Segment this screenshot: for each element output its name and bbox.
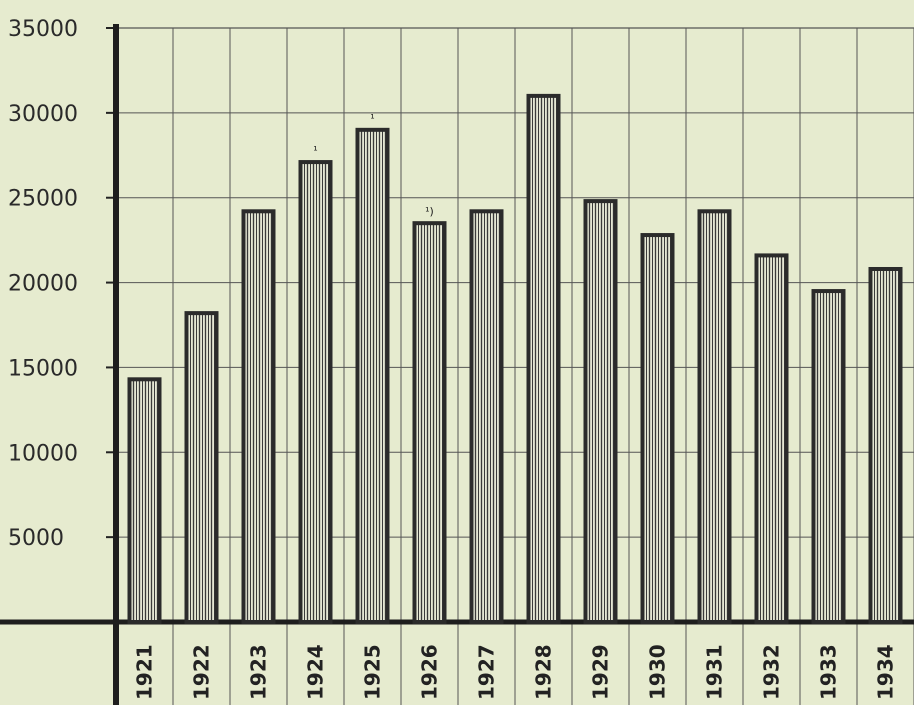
bar <box>526 93 561 624</box>
x-tick-label: 1926 <box>418 644 442 700</box>
x-tick-label: 1923 <box>247 644 271 700</box>
x-tick-label: 1922 <box>190 644 214 700</box>
footnote-marker: ¹) <box>425 205 434 218</box>
x-tick-label: 1927 <box>475 644 499 700</box>
bar <box>298 160 333 624</box>
bar <box>754 253 789 624</box>
x-tick-label: 1930 <box>646 644 670 700</box>
x-tick-label: 1929 <box>589 644 613 700</box>
x-tick-label: 1924 <box>304 644 328 700</box>
labels-layer: 5000 10000 15000 20000 25000 30000 35000 1921 19… <box>8 17 898 700</box>
y-tick-label: 10000 <box>8 441 78 466</box>
footnote-marker: ¹ <box>370 112 374 125</box>
x-tick-label: 1928 <box>532 644 556 700</box>
bar <box>811 289 846 624</box>
bar <box>241 209 276 624</box>
bar <box>469 209 504 624</box>
y-tick-label: 20000 <box>8 272 78 297</box>
y-tick-label: 35000 <box>8 17 78 42</box>
bar <box>697 209 732 624</box>
y-tick-label: 25000 <box>8 187 78 212</box>
y-tick-label: 15000 <box>8 356 78 381</box>
bar <box>355 127 390 624</box>
bar <box>412 221 447 625</box>
bar <box>184 311 219 624</box>
bar <box>583 199 618 624</box>
bar <box>640 233 675 624</box>
x-tick-label: 1933 <box>817 644 841 700</box>
x-tick-label: 1931 <box>703 644 727 700</box>
x-tick-label: 1932 <box>760 644 784 700</box>
bar <box>127 377 162 624</box>
bar <box>868 266 903 624</box>
x-tick-label: 1925 <box>361 644 385 700</box>
y-tick-label: 5000 <box>8 526 64 551</box>
bars-layer <box>127 93 903 625</box>
x-tick-label: 1934 <box>874 644 898 700</box>
x-tick-label: 1921 <box>133 644 157 700</box>
y-tick-label: 30000 <box>8 102 78 127</box>
footnote-marker: ¹ <box>313 144 317 157</box>
